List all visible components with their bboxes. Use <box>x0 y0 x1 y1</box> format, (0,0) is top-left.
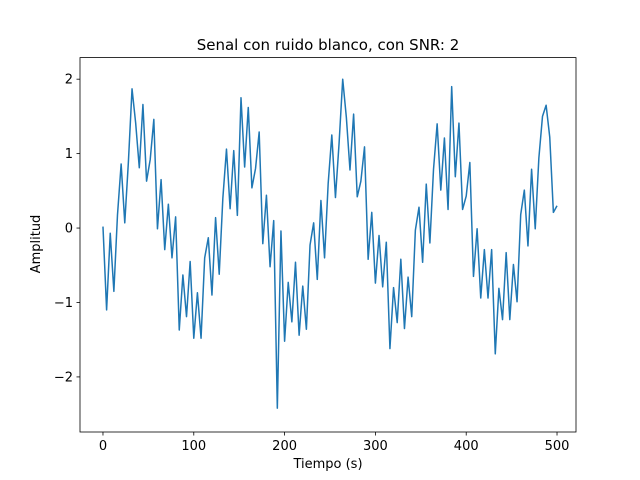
data-line <box>102 78 558 409</box>
y-tick-label: 1 <box>65 147 73 162</box>
chart-title: Senal con ruido blanco, con SNR: 2 <box>197 36 460 54</box>
x-tick-label: 100 <box>181 439 206 454</box>
y-tick-label: 0 <box>65 222 73 237</box>
x-tick-label: 200 <box>272 439 297 454</box>
y-axis-label: Amplitud <box>29 215 44 274</box>
x-axis-label: Tiempo (s) <box>292 457 362 472</box>
x-tick-label: 0 <box>99 439 107 454</box>
y-tick-label: −2 <box>54 370 73 385</box>
x-tick-label: 300 <box>363 439 388 454</box>
y-tick-label: 2 <box>65 73 73 88</box>
plot-frame <box>79 57 577 433</box>
x-tick-label: 400 <box>454 439 479 454</box>
x-tick-label: 500 <box>545 439 570 454</box>
y-tick-label: −1 <box>54 296 73 311</box>
